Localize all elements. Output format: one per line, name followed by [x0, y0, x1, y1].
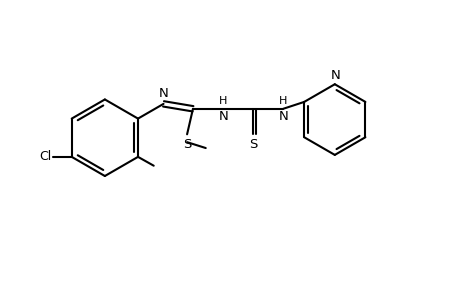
Text: H: H	[219, 96, 227, 106]
Text: N: N	[330, 69, 340, 82]
Text: S: S	[249, 138, 257, 151]
Text: H: H	[279, 96, 287, 106]
Text: N: N	[218, 110, 228, 123]
Text: Cl: Cl	[39, 150, 51, 164]
Text: S: S	[183, 138, 191, 151]
Text: N: N	[278, 110, 287, 123]
Text: N: N	[159, 87, 168, 100]
